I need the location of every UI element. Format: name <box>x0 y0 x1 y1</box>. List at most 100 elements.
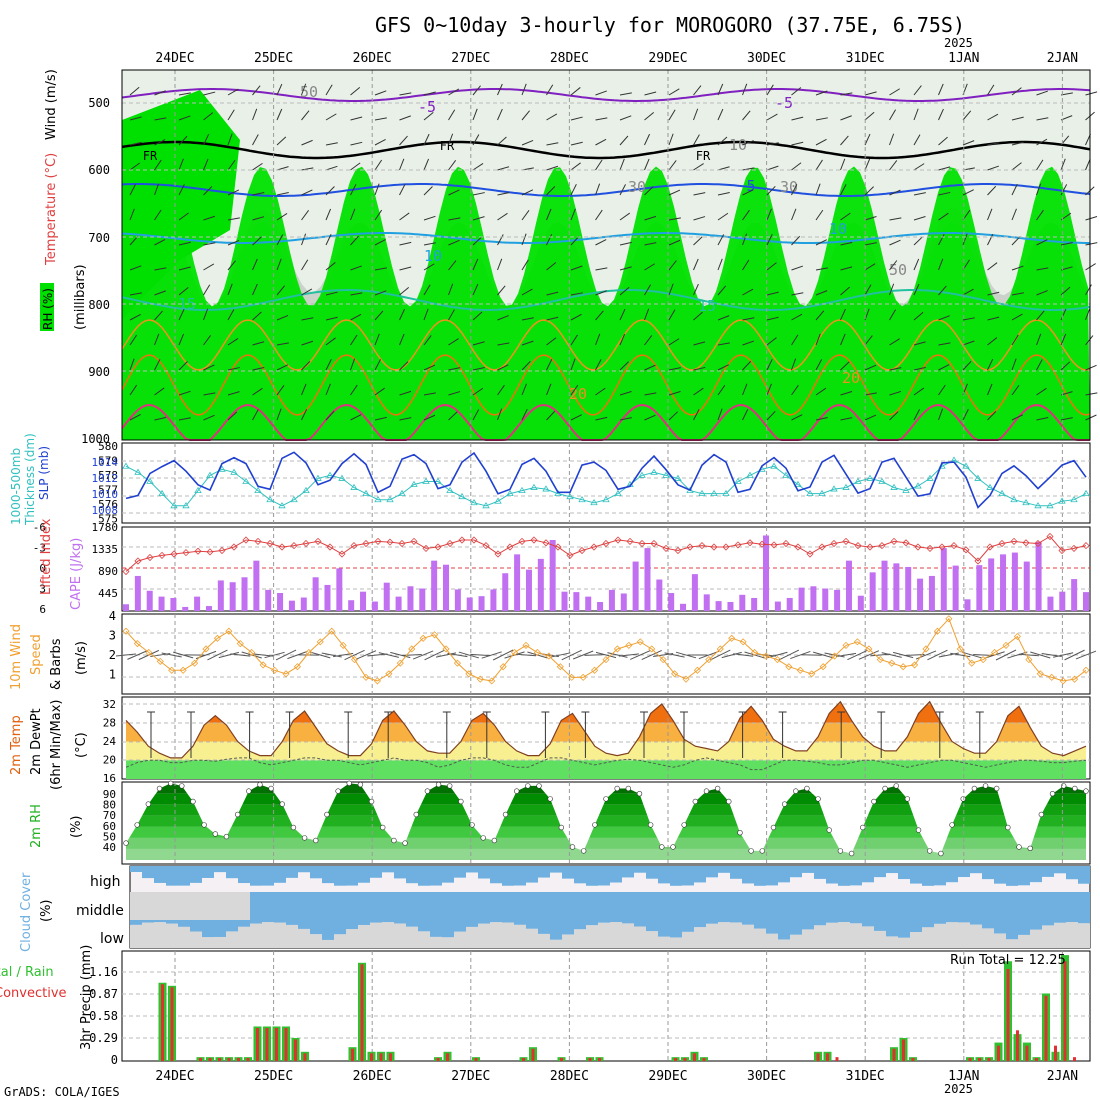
cloud-low-cell <box>190 931 202 948</box>
wind-barb <box>154 117 167 121</box>
wind-barb <box>987 358 994 371</box>
wind-barb <box>913 341 926 346</box>
cloud-low-cell <box>298 928 310 948</box>
date-label-top: 24DEC <box>155 51 194 66</box>
rh-point <box>592 822 598 828</box>
cloud-middle-cell <box>166 892 178 920</box>
temp-band <box>126 760 1086 779</box>
lifted-index-point <box>998 539 1006 548</box>
cloud-low-cover <box>334 920 346 935</box>
cloud-high-cell <box>190 866 202 883</box>
wind-barb <box>938 315 950 321</box>
cloud-middle-cell <box>586 892 598 920</box>
wind-barb <box>938 384 946 396</box>
lifted-index-point <box>1058 546 1066 555</box>
thickness-point <box>1046 502 1054 509</box>
thickness-label-1: 1000-500mb <box>9 448 23 525</box>
cloud-high-cell <box>982 866 994 880</box>
wind-barb <box>717 285 727 296</box>
cloud-low-cell <box>1054 922 1066 948</box>
wind-barb <box>301 210 310 221</box>
thickness-tick: 580 <box>98 440 118 453</box>
surface-wind-barb <box>218 651 239 659</box>
cloud-low-cover <box>610 920 622 923</box>
lifted-index-point <box>878 542 886 550</box>
wind-barb <box>129 208 135 221</box>
thickness-point <box>266 495 274 503</box>
wind-barb <box>1011 87 1022 96</box>
wind-barb <box>791 162 802 171</box>
cloud-low-cover <box>442 920 454 938</box>
slp-frame <box>121 442 1091 524</box>
precip-conv-bar <box>987 1057 991 1061</box>
wind-barb <box>840 158 846 171</box>
precip-conv-bar <box>379 1053 383 1061</box>
wind-barb <box>497 315 509 321</box>
surface-wind-barb <box>458 651 479 659</box>
cloud-low-cover <box>1066 920 1078 923</box>
precip-conv-bar <box>284 1028 288 1061</box>
wind-barb <box>742 360 752 371</box>
rh-point <box>1027 845 1033 851</box>
wind-barb <box>301 110 310 121</box>
cloud-low-cover <box>1078 920 1090 924</box>
rh-point <box>391 837 397 844</box>
wind-barb <box>840 333 846 346</box>
precip-conv-bar <box>161 984 164 1061</box>
wind-barb <box>938 408 944 421</box>
thickness-point <box>782 471 790 478</box>
wind-barb <box>766 142 779 146</box>
wind-barb <box>227 239 240 246</box>
date-label-bottom: 1JAN <box>948 1069 979 1084</box>
wind-barb <box>497 258 503 271</box>
wind-barb <box>717 234 725 246</box>
rh-point <box>647 822 654 828</box>
wind-barb <box>619 158 625 171</box>
lifted-index-point <box>710 543 718 551</box>
wind-speed-point <box>305 648 313 657</box>
surface-wind-barb <box>275 649 297 661</box>
precip-conv-bar <box>902 1039 905 1061</box>
cloud-high-cell <box>1066 866 1078 880</box>
wind-speed-point <box>202 645 210 653</box>
precip-conv-bar <box>1035 1057 1038 1061</box>
cloud-high-cell <box>514 866 526 886</box>
cape-bar <box>1011 552 1018 611</box>
cloud-high-cell <box>994 866 1006 884</box>
wind-barb <box>619 115 632 121</box>
thickness-point <box>458 492 466 500</box>
wind-barb <box>129 313 141 321</box>
rh-point <box>246 788 252 794</box>
surface-wind-barb <box>321 652 342 658</box>
cloud-high-cell <box>154 866 166 883</box>
precip-conv-bar <box>911 1057 915 1061</box>
surface-wind-barb <box>230 653 251 657</box>
rh-point <box>603 796 609 802</box>
cloud-middle-cell <box>430 892 442 920</box>
cape-bar <box>1071 579 1078 611</box>
rh-tick: 90 <box>103 788 116 801</box>
surface-wind-barb <box>950 652 971 658</box>
cloud-middle-cell <box>874 892 886 920</box>
wind-barb <box>227 309 235 321</box>
rh-point <box>837 848 844 854</box>
wind-barb <box>276 192 289 196</box>
cloud-high-cell <box>622 866 634 878</box>
wind-barb <box>889 283 895 296</box>
cloud-high-cell <box>826 866 838 884</box>
wind-barb <box>595 290 607 296</box>
date-axis-top: 24DEC 25DEC 26DEC 27DEC 28DEC 29DEC 30DEC 31DEC… <box>155 51 1078 66</box>
surface-wind-barb <box>1018 653 1039 657</box>
lifted-index-point <box>698 542 706 550</box>
rh-point <box>145 801 152 807</box>
wind-barb <box>864 133 871 146</box>
pressure-tick-label: 800 <box>88 298 110 312</box>
cloud-high-label: high <box>90 874 121 890</box>
cloud-high-cell <box>226 866 238 879</box>
cloud-low-cell <box>610 922 622 948</box>
cloud-middle-cell <box>598 892 610 920</box>
cloud-low-cover <box>406 920 418 927</box>
lifted-index-point <box>494 550 502 558</box>
thickness-tick: 577 <box>98 484 118 497</box>
wind-barb <box>693 216 706 221</box>
